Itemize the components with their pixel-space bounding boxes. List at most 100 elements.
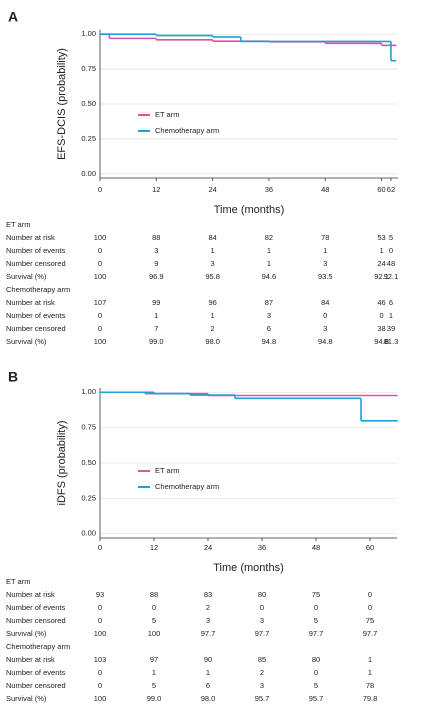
- table-cell: 94.8: [374, 337, 389, 346]
- row-label: Survival (%): [6, 272, 47, 281]
- table-cell: 99.0: [149, 337, 164, 346]
- table-cell: 100: [94, 694, 107, 703]
- table-group: Chemotherapy arm: [6, 642, 70, 651]
- step-end: [396, 420, 398, 422]
- row-label: Survival (%): [6, 337, 47, 346]
- table-cell: 24: [377, 259, 385, 268]
- row-label: Number at risk: [6, 233, 55, 242]
- row-label: Survival (%): [6, 694, 47, 703]
- table-cell: 3: [323, 324, 327, 333]
- row-label: Number of events: [6, 668, 65, 677]
- y-tick-label: 0.25: [81, 493, 96, 502]
- table-cell: 97.7: [201, 629, 216, 638]
- row-label: Number censored: [6, 259, 66, 268]
- table-group: ET arm: [6, 577, 30, 586]
- table-cell: 94.8: [318, 337, 333, 346]
- table-cell: 82: [265, 233, 273, 242]
- y-tick-label: 0.50: [81, 458, 96, 467]
- table-cell: 100: [148, 629, 161, 638]
- x-tick-label: 0: [98, 185, 102, 194]
- legend-label: Chemotherapy arm: [155, 126, 219, 135]
- panel-letter: B: [8, 369, 18, 385]
- table-cell: 78: [321, 233, 329, 242]
- table-cell: 95.7: [309, 694, 324, 703]
- y-tick-label: 1.00: [81, 387, 96, 396]
- row-label: Number censored: [6, 324, 66, 333]
- x-tick-label: 12: [152, 185, 160, 194]
- table-cell: 78: [366, 681, 374, 690]
- table-cell: 97: [150, 655, 158, 664]
- step-end: [394, 44, 397, 47]
- row-label: Number of events: [6, 311, 65, 320]
- table-cell: 83: [204, 590, 212, 599]
- table-cell: 0: [379, 311, 383, 320]
- table-cell: 0: [98, 668, 102, 677]
- table-cell: 95.8: [205, 272, 220, 281]
- table-cell: 48: [387, 259, 395, 268]
- x-tick-label: 36: [258, 543, 266, 552]
- step-end: [394, 59, 397, 62]
- x-axis-label: Time (months): [213, 562, 284, 574]
- table-cell: 97.7: [255, 629, 270, 638]
- row-label: Number of events: [6, 246, 65, 255]
- legend-label: ET arm: [155, 466, 179, 475]
- table-cell: 6: [267, 324, 271, 333]
- table-cell: 96: [208, 298, 216, 307]
- table-cell: 6: [206, 681, 210, 690]
- table-cell: 99: [152, 298, 160, 307]
- table-cell: 0: [98, 311, 102, 320]
- table-cell: 100: [94, 337, 107, 346]
- table-cell: 0: [152, 603, 156, 612]
- table-cell: 7: [154, 324, 158, 333]
- row-label: Number of events: [6, 603, 65, 612]
- table-cell: 98.0: [201, 694, 216, 703]
- table-cell: 1: [379, 246, 383, 255]
- y-tick-label: 0.50: [81, 99, 96, 108]
- x-tick-label: 36: [265, 185, 273, 194]
- table-cell: 100: [94, 272, 107, 281]
- table-cell: 2: [211, 324, 215, 333]
- y-tick-label: 1.00: [81, 29, 96, 38]
- table-cell: 0: [368, 603, 372, 612]
- table-cell: 3: [260, 681, 264, 690]
- table-cell: 107: [94, 298, 107, 307]
- x-tick-label: 60: [377, 185, 385, 194]
- table-cell: 0: [98, 324, 102, 333]
- table-cell: 5: [314, 681, 318, 690]
- table-cell: 0: [389, 246, 393, 255]
- table-cell: 3: [206, 616, 210, 625]
- table-cell: 1: [267, 259, 271, 268]
- panel-letter: A: [8, 9, 18, 25]
- table-cell: 1: [154, 311, 158, 320]
- table-cell: 1: [211, 246, 215, 255]
- y-tick-label: 0.25: [81, 134, 96, 143]
- table-cell: 84: [321, 298, 329, 307]
- x-tick-label: 48: [321, 185, 329, 194]
- table-cell: 1: [211, 311, 215, 320]
- table-cell: 5: [152, 681, 156, 690]
- y-tick-label: 0.75: [81, 64, 96, 73]
- table-cell: 46: [377, 298, 385, 307]
- table-cell: 1: [267, 246, 271, 255]
- x-tick-label: 12: [150, 543, 158, 552]
- table-cell: 0: [314, 668, 318, 677]
- table-cell: 5: [389, 233, 393, 242]
- table-cell: 1: [152, 668, 156, 677]
- y-axis-label: EFS-DCIS (probability): [56, 48, 68, 160]
- step-end: [396, 394, 398, 397]
- row-label: Number at risk: [6, 655, 55, 664]
- table-cell: 1: [323, 246, 327, 255]
- row-label: Number at risk: [6, 590, 55, 599]
- table-cell: 88: [150, 590, 158, 599]
- table-cell: 53: [377, 233, 385, 242]
- table-cell: 0: [323, 311, 327, 320]
- table-cell: 1: [368, 668, 372, 677]
- table-cell: 93.5: [318, 272, 333, 281]
- table-cell: 84: [208, 233, 216, 242]
- table-cell: 81.3: [384, 337, 399, 346]
- table-cell: 95.7: [255, 694, 270, 703]
- table-cell: 85: [258, 655, 266, 664]
- table-cell: 5: [152, 616, 156, 625]
- legend-label: ET arm: [155, 110, 179, 119]
- row-label: Survival (%): [6, 629, 47, 638]
